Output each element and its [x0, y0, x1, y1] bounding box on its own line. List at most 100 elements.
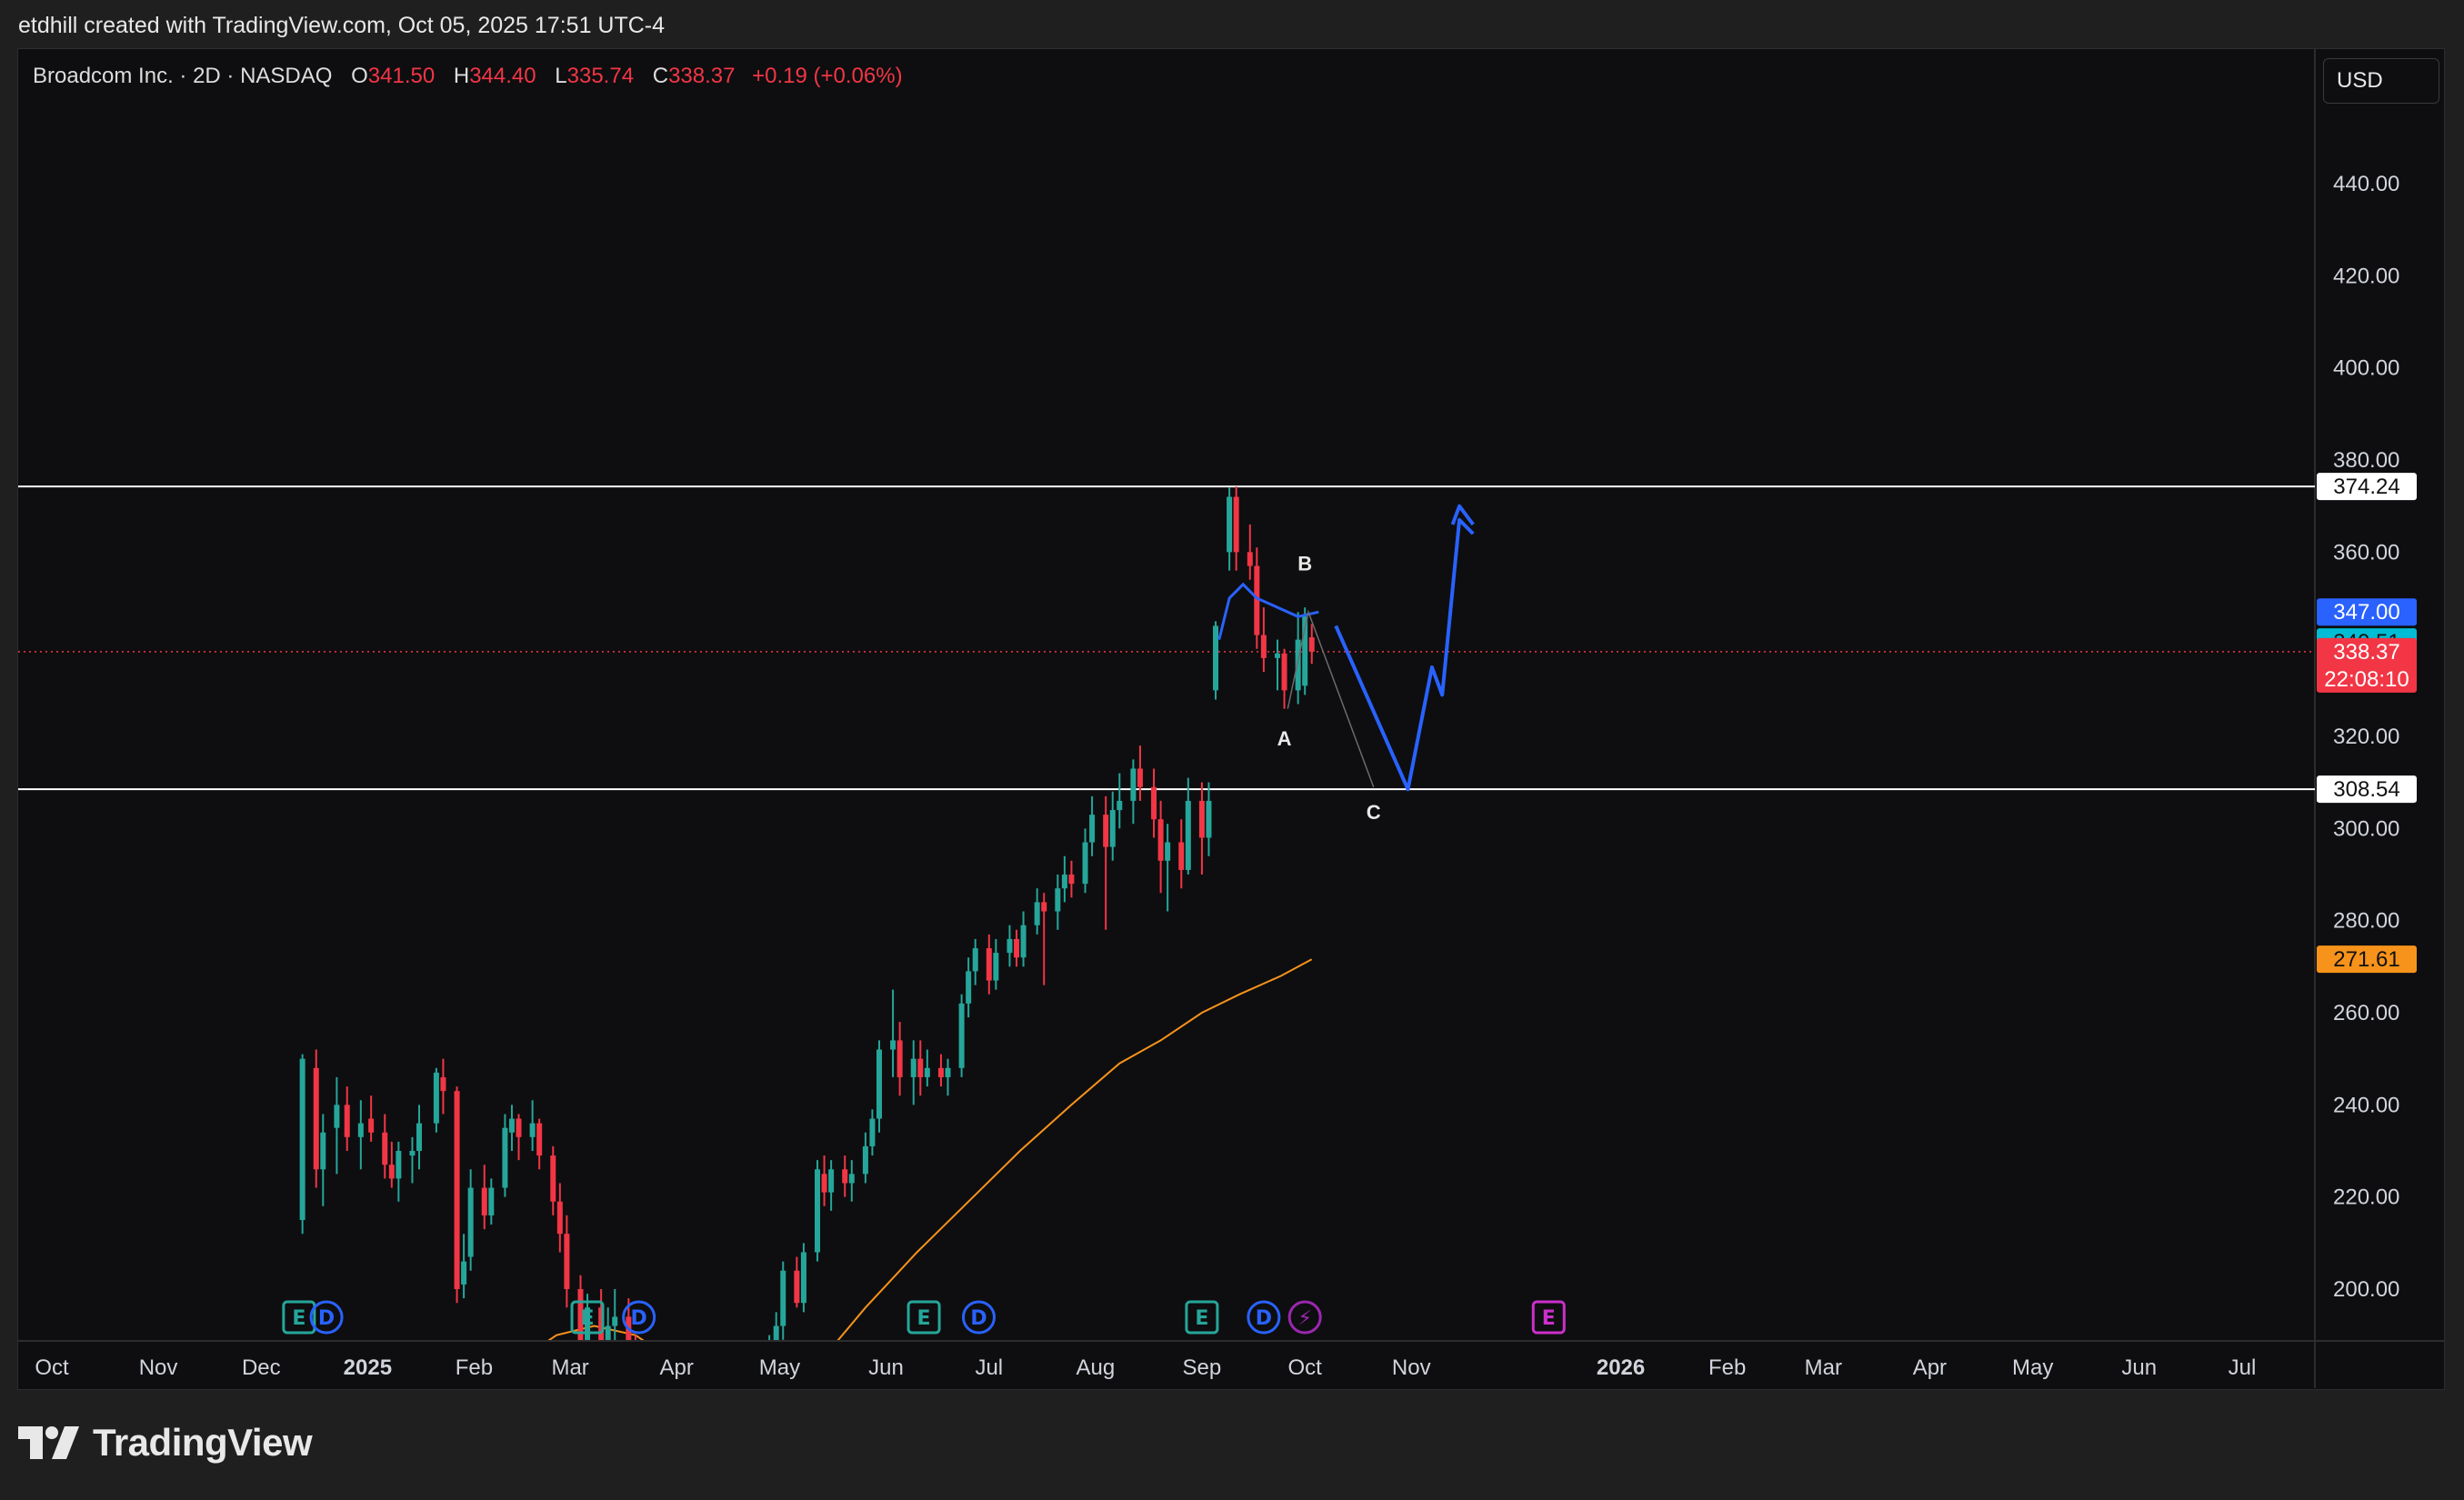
candle [842, 1169, 848, 1184]
candle [1178, 842, 1185, 870]
earnings-marker [1185, 1300, 1219, 1335]
time-tick-label: Jul [2229, 1355, 2257, 1380]
candle [896, 1040, 903, 1077]
candle [633, 1354, 638, 1381]
event-markers[interactable]: E D E D E D E D ⚡ E [282, 1300, 1566, 1335]
candle [821, 1174, 827, 1193]
price-tags: 374.24347.00340.51338.3722:08:10308.5427… [2317, 473, 2417, 974]
candle [917, 1058, 924, 1077]
candle [1117, 800, 1123, 811]
candle [1130, 768, 1137, 801]
candle [396, 1151, 402, 1179]
candle [556, 1201, 563, 1235]
time-tick-label: Nov [1392, 1355, 1431, 1380]
candle [605, 1325, 611, 1340]
price-tag-label: 338.37 [2333, 640, 2399, 665]
event-marker-label: E [1195, 1307, 1208, 1330]
candle [910, 1058, 916, 1077]
candle [564, 1234, 570, 1289]
price-tick-label: 300.00 [2333, 816, 2399, 841]
wave-label-a: A [1277, 727, 1292, 750]
candle [481, 1187, 487, 1215]
event-marker-label: E [581, 1307, 595, 1330]
price-tick-label: 440.00 [2333, 172, 2399, 196]
candle [815, 1169, 821, 1253]
candle [612, 1316, 618, 1326]
candle [986, 948, 992, 981]
symbol-title[interactable]: Broadcom Inc. · 2D · NASDAQ [33, 64, 333, 88]
tradingview-logo[interactable]: TradingView [18, 1421, 313, 1465]
candle [1206, 800, 1212, 838]
tradingview-wordmark: TradingView [93, 1421, 313, 1464]
moving-average [547, 958, 1313, 1340]
projection-arrowhead [1450, 504, 1475, 526]
event-marker-label: D [318, 1307, 335, 1330]
time-tick-label: May [759, 1355, 800, 1380]
candle [1020, 925, 1027, 958]
drawings[interactable]: A B C [1217, 504, 1475, 825]
time-tick-label: Sep [1183, 1355, 1222, 1380]
symbol-legend[interactable]: Broadcom Inc. · 2D · NASDAQ O341.50 H344… [33, 64, 903, 89]
candle [1137, 768, 1143, 787]
event-marker-label: D [1256, 1307, 1272, 1330]
horizontal-levels[interactable] [18, 485, 2315, 791]
candle [1068, 875, 1075, 885]
candle [598, 1307, 605, 1340]
price-tick-label: 200.00 [2333, 1277, 2399, 1302]
price-tag-label: 347.00 [2333, 600, 2399, 625]
currency-button[interactable]: USD [2323, 58, 2439, 104]
candle [1247, 552, 1253, 566]
price-tick-label: 260.00 [2333, 1001, 2399, 1025]
candle [409, 1151, 416, 1156]
candle [357, 1123, 364, 1137]
candle [1041, 902, 1047, 912]
chart-credit: etdhill created with TradingView.com, Oc… [18, 13, 666, 38]
time-tick-label: 2026 [1597, 1355, 1645, 1380]
candle [773, 1325, 779, 1340]
candle [299, 1058, 305, 1220]
candle [876, 1049, 882, 1119]
time-tick-label: Jul [975, 1355, 1003, 1380]
high-value: 344.40 [469, 64, 536, 88]
candle [1254, 565, 1260, 635]
candle [488, 1187, 495, 1215]
event-marker-label: D [970, 1307, 987, 1330]
price-tick-label: 240.00 [2333, 1093, 2399, 1117]
chart-area[interactable] [17, 48, 2445, 1390]
candle [1281, 653, 1287, 691]
time-axis[interactable]: Oct Nov Dec 2025 Feb Mar Apr May Jun Jul Aug Sep Oct… [35, 1355, 2256, 1380]
price-tag-label: 374.24 [2333, 475, 2399, 499]
tradingview-logo-icon [18, 1426, 79, 1459]
price-tick-label: 280.00 [2333, 909, 2399, 934]
candle [577, 1289, 584, 1340]
candle [1061, 875, 1067, 889]
time-tick-label: Feb [1708, 1355, 1746, 1380]
price-tag [2317, 637, 2417, 693]
candle [800, 1252, 806, 1304]
candle [461, 1261, 467, 1285]
time-tick-label: Apr [660, 1355, 694, 1380]
candle [1165, 842, 1171, 861]
candle [945, 1067, 951, 1077]
candle [1014, 938, 1020, 958]
candle [1089, 815, 1096, 843]
time-tick-label: May [2012, 1355, 2053, 1380]
event-marker-label: E [292, 1307, 305, 1330]
candle [529, 1123, 536, 1137]
overlay-curve [1217, 582, 1319, 640]
candle [794, 1270, 800, 1304]
candle [388, 1165, 395, 1179]
dividend-marker [961, 1300, 996, 1335]
event-marker-label: D [631, 1307, 647, 1330]
price-tick-label: 360.00 [2333, 540, 2399, 565]
dividend-marker [622, 1300, 656, 1335]
earnings-marker [570, 1300, 605, 1335]
candle [1185, 800, 1191, 870]
earnings-marker [1531, 1300, 1566, 1335]
candle [1082, 842, 1088, 885]
candle [1034, 902, 1040, 925]
price-axis[interactable]: 200.00 220.00 240.00 260.00 280.00 300.00 320.… [2333, 172, 2399, 1302]
candle [320, 1132, 326, 1170]
candle [828, 1169, 835, 1193]
